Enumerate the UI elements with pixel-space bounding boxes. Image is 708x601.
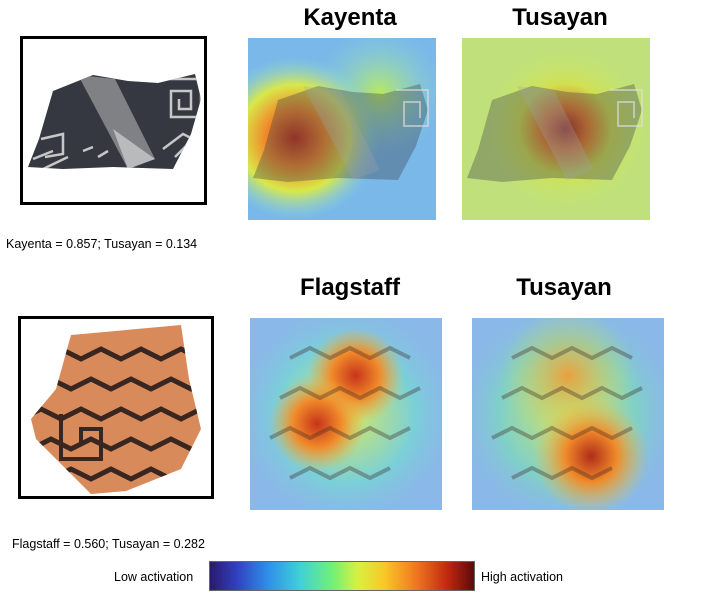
colorbar-low-label: Low activation — [114, 570, 194, 584]
row2-original-sherd-image — [18, 316, 214, 499]
row1-kayenta-heatmap — [248, 38, 436, 220]
row2-tusayan-heatmap — [472, 318, 664, 510]
row2-flagstaff-heatmap — [250, 318, 442, 510]
row2-caption: Flagstaff = 0.560; Tusayan = 0.282 — [12, 537, 205, 551]
row2-heatmap-title-1: Flagstaff — [299, 274, 400, 301]
row1-heatmap-title-1: Kayenta — [303, 4, 397, 31]
row2-heatmap-title-2: Tusayan — [516, 274, 612, 301]
row1-heatmap-title-2: Tusayan — [512, 4, 608, 31]
activation-colorbar — [209, 561, 475, 591]
colorbar-high-label: High activation — [481, 570, 563, 584]
row1-original-sherd-image — [20, 36, 207, 205]
row1-caption: Kayenta = 0.857; Tusayan = 0.134 — [6, 237, 198, 251]
row1-tusayan-heatmap — [462, 38, 650, 220]
